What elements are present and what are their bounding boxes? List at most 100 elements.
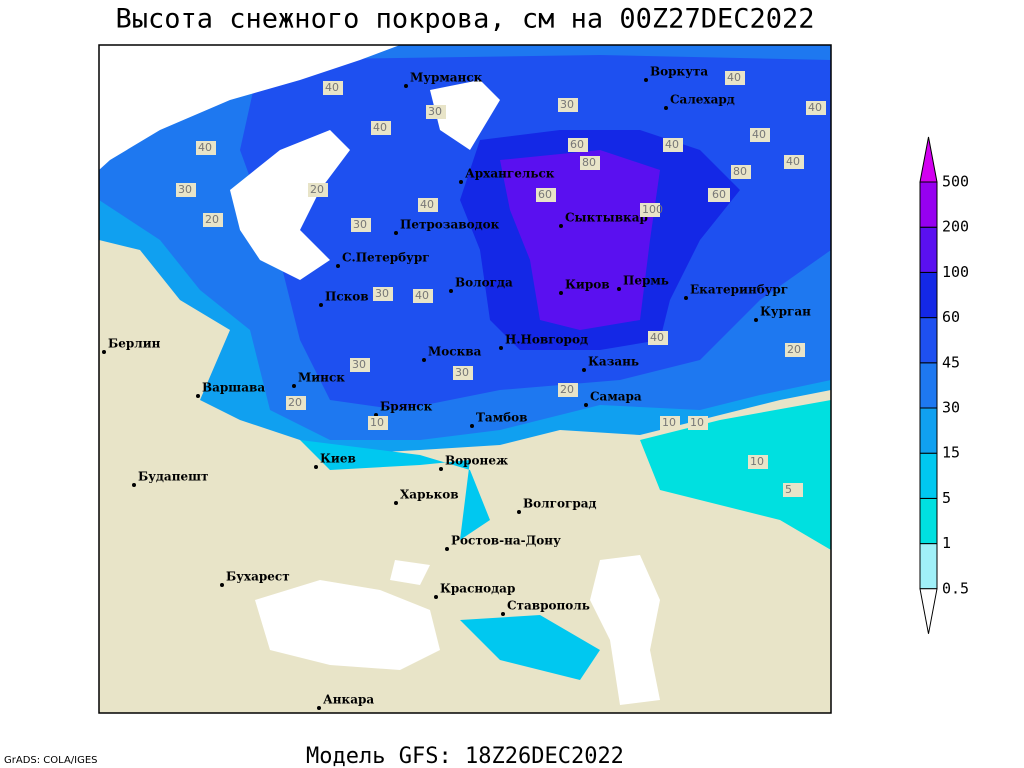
map-frame: [98, 44, 832, 714]
city-label: Киев: [320, 452, 356, 466]
contour-label-bg: [536, 188, 556, 202]
contour-label-bg: [350, 358, 370, 372]
colorbar-cap: [919, 588, 938, 634]
contour-label: 20: [787, 343, 801, 356]
contour-label-bg: [323, 81, 343, 95]
city-dot: [439, 467, 443, 471]
contour-label-bg: [725, 71, 745, 85]
city-dot: [664, 106, 668, 110]
city-label: Сыктывкар: [565, 211, 648, 225]
contour-label-bg: [373, 287, 393, 301]
contour-label: 30: [178, 183, 192, 196]
colorbar-label: 60: [942, 308, 960, 326]
contour-label: 40: [373, 121, 387, 134]
city-label: Самара: [590, 390, 642, 404]
contour-label: 80: [582, 156, 596, 169]
snow-area: [460, 615, 600, 680]
city-dot: [336, 264, 340, 268]
city-dot: [617, 287, 621, 291]
city-label: Вологда: [455, 276, 513, 290]
colorbar-label: 200: [942, 218, 969, 236]
city-label: Бухарест: [226, 570, 290, 584]
contour-label-bg: [785, 343, 805, 357]
contour-label: 10: [662, 416, 676, 429]
map: Мурманск Воркута Салехард Архангельск Петроз…: [99, 45, 831, 713]
contour-label-bg: [710, 188, 730, 202]
city-label: Минск: [298, 371, 345, 385]
contour-label-bg: [453, 366, 473, 380]
contour-label-bg: [806, 101, 826, 115]
contour-label-bg: [660, 416, 680, 430]
contour-label: 60: [570, 138, 584, 151]
contour-label: 40: [325, 81, 339, 94]
contour-label: 80: [733, 165, 747, 178]
contour-label-bg: [783, 483, 803, 497]
contour-label: 30: [560, 98, 574, 111]
city-label: Н.Новгород: [505, 333, 588, 347]
contour-label-bg: [413, 289, 433, 303]
city-dot: [434, 595, 438, 599]
contour-label-bg: [176, 183, 196, 197]
contour-label: 30: [352, 358, 366, 371]
contour-label: 10: [370, 416, 384, 429]
city-label: Пермь: [623, 274, 669, 288]
city-label: Псков: [325, 290, 369, 304]
city-label: Киров: [565, 278, 610, 292]
sea: [390, 560, 430, 585]
contour-label-bg: [568, 138, 588, 152]
contour-label-bg: [426, 105, 446, 119]
contour-label: 60: [538, 188, 552, 201]
city-label: Ставрополь: [507, 599, 590, 613]
city-dot: [394, 501, 398, 505]
city-dot: [559, 291, 563, 295]
contour-label: 40: [650, 331, 664, 344]
city-label: Волгоград: [523, 497, 596, 511]
colorbar-segment: [919, 407, 938, 454]
contour-label: 100: [642, 203, 663, 216]
city-label: Москва: [428, 345, 482, 359]
contour-label: 30: [428, 105, 442, 118]
contour-label-bg: [286, 396, 306, 410]
contour-label-bg: [688, 416, 708, 430]
contour-label-bg: [351, 218, 371, 232]
city-label: Салехард: [670, 93, 735, 107]
city-dot: [584, 403, 588, 407]
city-dot: [684, 296, 688, 300]
contour-label: 10: [750, 455, 764, 468]
contour-label: 40: [665, 138, 679, 151]
city-label: Воркута: [650, 65, 708, 79]
contour-label: 10: [690, 416, 704, 429]
contour-label-bg: [558, 383, 578, 397]
contour-label: 5: [785, 483, 792, 496]
city-label: Екатеринбург: [690, 283, 788, 297]
contour-label-bg: [750, 128, 770, 142]
contour-label-bg: [580, 156, 600, 170]
city-label: Харьков: [400, 488, 459, 502]
colorbar-segment: [919, 317, 938, 364]
contour-label: 20: [310, 183, 324, 196]
city-label: Мурманск: [410, 71, 483, 85]
city-dot: [422, 358, 426, 362]
contour-label-bg: [418, 198, 438, 212]
city-dot: [404, 84, 408, 88]
sea: [590, 555, 660, 705]
city-label: Курган: [760, 305, 811, 319]
colorbar-segment: [919, 543, 938, 590]
colorbar-label: 1: [942, 534, 951, 552]
contour-label-bg: [731, 165, 751, 179]
city-dot: [499, 346, 503, 350]
contour-label: 40: [198, 141, 212, 154]
contour-label: 40: [727, 71, 741, 84]
city-dot: [470, 424, 474, 428]
contour-label-bg: [308, 183, 328, 197]
city-label: Краснодар: [440, 582, 515, 596]
contour-label: 40: [420, 198, 434, 211]
city-label: Анкара: [323, 693, 374, 707]
contour-label-bg: [558, 98, 578, 112]
colorbar-segment: [919, 362, 938, 409]
city-dot: [317, 706, 321, 710]
city-dot: [394, 231, 398, 235]
colorbar-cap: [919, 136, 938, 183]
colorbar-segment: [919, 452, 938, 499]
